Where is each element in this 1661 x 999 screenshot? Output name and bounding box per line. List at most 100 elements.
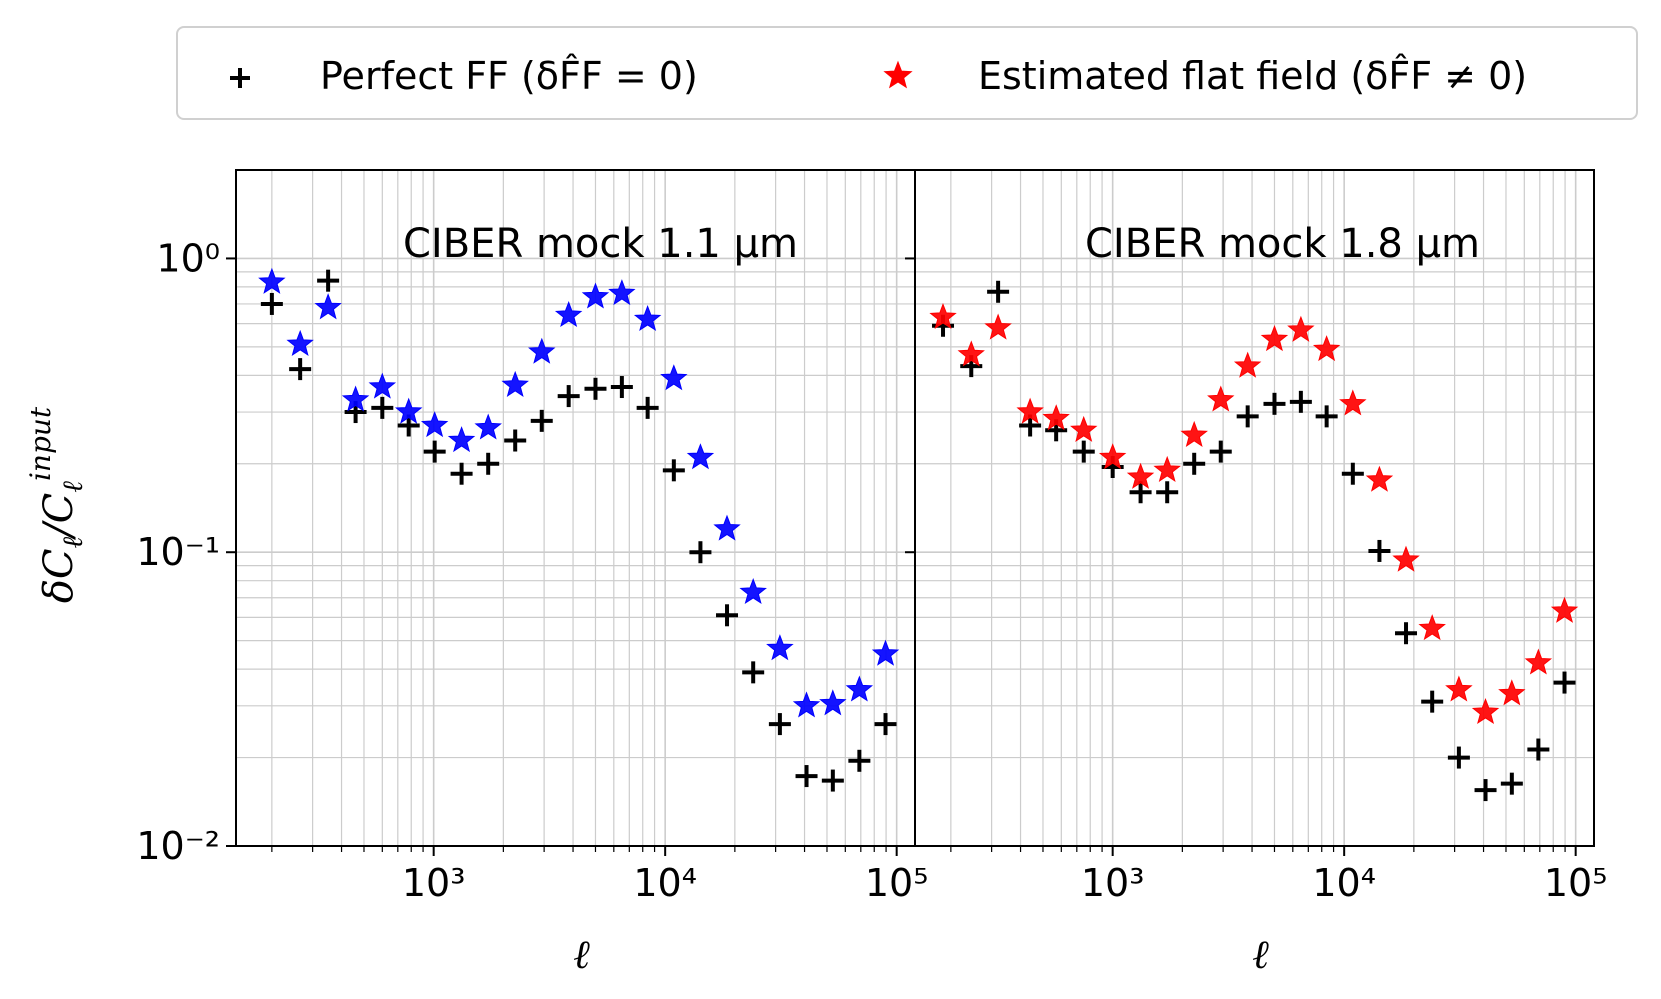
data-point-star xyxy=(739,577,767,605)
data-point-plus xyxy=(260,292,283,315)
data-point-star xyxy=(420,411,449,438)
data-point-star xyxy=(633,304,662,332)
data-point-star xyxy=(1153,455,1181,482)
data-point-plus xyxy=(1209,440,1232,463)
data-point-plus xyxy=(530,409,553,432)
x-tick-label: 10⁵ xyxy=(1544,861,1608,905)
data-point-star xyxy=(608,279,636,306)
data-point-plus xyxy=(1236,405,1259,428)
plot-frame-1 xyxy=(914,169,1595,847)
data-point-plus xyxy=(1341,462,1364,485)
data-point-star xyxy=(314,293,342,320)
data-point-plus xyxy=(1474,779,1497,802)
legend-star-marker-icon xyxy=(883,60,913,89)
data-point-plus xyxy=(450,462,473,485)
data-point-plus xyxy=(423,440,446,463)
data-point-plus xyxy=(716,604,739,627)
x-tick-label: 10⁴ xyxy=(1312,861,1376,905)
data-point-plus xyxy=(289,358,312,381)
x-tick-label: 10⁵ xyxy=(865,861,929,905)
data-point-star xyxy=(474,413,502,440)
data-point-plus xyxy=(1500,772,1523,795)
data-point-plus xyxy=(1019,414,1042,437)
series-estimated-ff xyxy=(258,267,900,718)
data-point-star xyxy=(1180,420,1208,447)
data-point-plus xyxy=(504,429,527,452)
data-point-plus xyxy=(1263,392,1286,415)
data-point-star xyxy=(368,372,397,399)
data-point-star xyxy=(1070,415,1098,442)
data-point-star xyxy=(1016,397,1044,424)
data-point-plus xyxy=(477,452,500,475)
series-perfect-ff xyxy=(932,280,1576,802)
data-point-star xyxy=(766,634,794,661)
data-point-plus xyxy=(610,376,633,399)
data-point-plus xyxy=(662,459,685,482)
data-point-star xyxy=(1287,315,1315,342)
data-point-star xyxy=(1418,614,1446,641)
data-point-star xyxy=(1365,465,1394,492)
data-point-star xyxy=(341,385,370,412)
data-point-plus xyxy=(742,661,765,684)
data-point-star xyxy=(819,689,847,716)
y-axis-label: δCℓ/Cℓinput xyxy=(24,406,89,603)
x-axis-label-0: ℓ xyxy=(573,932,590,978)
data-point-star xyxy=(871,639,900,666)
data-point-plus xyxy=(1421,690,1444,713)
data-point-star xyxy=(528,337,556,364)
data-point-star xyxy=(1471,697,1500,725)
data-point-star xyxy=(1312,335,1341,362)
panel-title-right: CIBER mock 1.8 μm xyxy=(1085,221,1480,267)
data-point-star xyxy=(1550,596,1579,623)
data-point-plus xyxy=(1183,452,1206,475)
data-point-plus xyxy=(1368,539,1391,562)
data-point-star xyxy=(1392,545,1420,572)
legend-plus-marker-icon xyxy=(230,68,250,88)
data-point-plus xyxy=(874,713,897,736)
data-point-star xyxy=(686,443,715,470)
series-perfect-ff xyxy=(260,269,897,792)
panel-left: 10³ 10⁴ 10⁵ 10⁻² 10⁻¹ 10⁰ ℓ xyxy=(136,169,929,978)
data-point-star xyxy=(1042,404,1070,431)
grid-1 xyxy=(915,169,1594,847)
panel-right: 10³ 10⁴ 10⁵ ℓ xyxy=(905,169,1608,978)
legend-label-perfect-ff: Perfect FF (δF̂F = 0) xyxy=(320,54,698,98)
data-point-plus xyxy=(1527,738,1550,761)
data-point-plus xyxy=(821,769,844,792)
data-point-plus xyxy=(987,280,1010,303)
data-point-star xyxy=(845,675,874,702)
data-point-plus xyxy=(1395,622,1418,645)
data-point-star xyxy=(286,329,314,357)
data-point-plus xyxy=(1289,390,1312,413)
data-point-plus xyxy=(636,396,659,419)
data-point-plus xyxy=(1447,746,1470,769)
data-point-star xyxy=(581,282,610,309)
data-point-star xyxy=(1207,385,1235,412)
data-point-star xyxy=(792,691,821,718)
data-point-plus xyxy=(1129,481,1152,504)
data-point-plus xyxy=(689,541,712,564)
data-point-star xyxy=(1498,679,1526,706)
data-point-star xyxy=(1524,648,1553,675)
data-point-star xyxy=(957,340,985,367)
data-point-star xyxy=(1233,351,1262,378)
legend xyxy=(176,26,1638,120)
data-point-star xyxy=(554,300,583,328)
data-point-plus xyxy=(584,377,607,400)
data-point-star xyxy=(1260,324,1289,352)
data-point-star xyxy=(1098,443,1127,470)
y-tick-label: 10⁻² xyxy=(136,824,220,868)
y-tick-label: 10⁻¹ xyxy=(136,530,220,574)
data-point-star xyxy=(984,313,1012,340)
data-point-plus xyxy=(795,765,818,788)
data-point-star xyxy=(258,267,286,294)
series-estimated-ff xyxy=(929,302,1579,725)
data-point-plus xyxy=(1072,440,1095,463)
data-point-plus xyxy=(557,385,580,408)
data-point-star xyxy=(447,426,476,453)
data-point-star xyxy=(1445,675,1473,702)
data-point-plus xyxy=(768,713,791,736)
data-point-plus xyxy=(1553,671,1576,694)
x-axis-label-1: ℓ xyxy=(1252,932,1269,978)
